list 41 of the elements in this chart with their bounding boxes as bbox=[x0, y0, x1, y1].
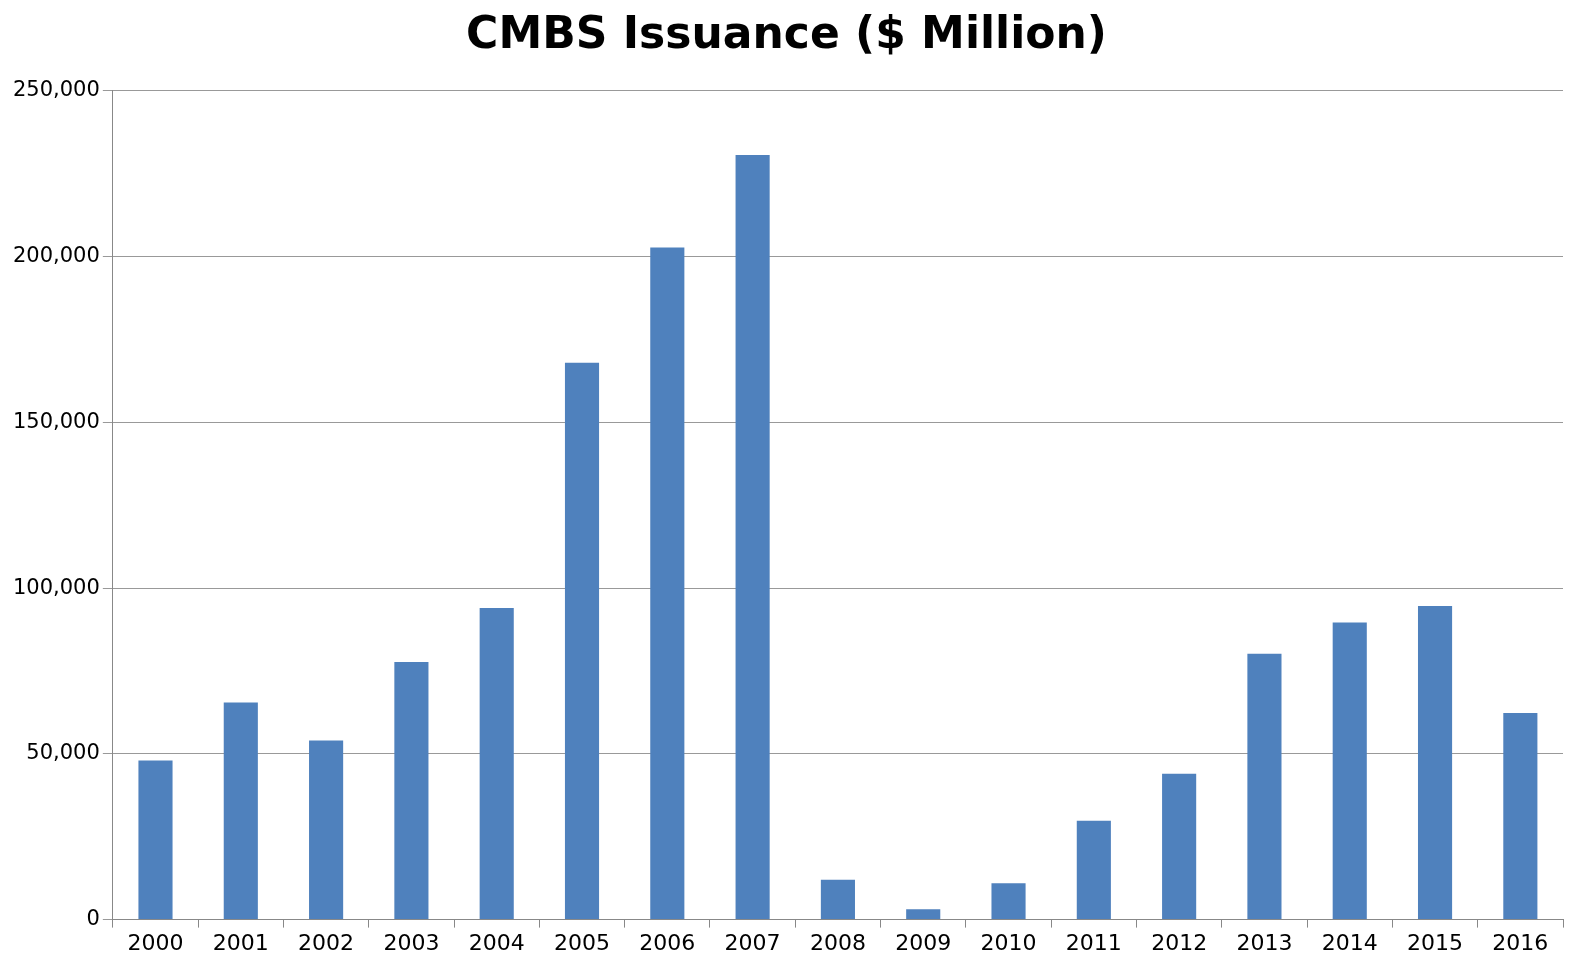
x-tick-label: 2001 bbox=[212, 929, 269, 955]
bar bbox=[309, 740, 344, 920]
x-tick-label: 2014 bbox=[1321, 929, 1378, 955]
x-tick-label: 2016 bbox=[1492, 929, 1549, 955]
bar bbox=[479, 607, 514, 920]
bar bbox=[735, 155, 770, 920]
y-tick-label: 200,000 bbox=[13, 243, 100, 268]
bar bbox=[991, 883, 1026, 920]
x-tick-label: 2002 bbox=[298, 929, 355, 955]
x-tick-label: 2004 bbox=[468, 929, 525, 955]
bar bbox=[138, 760, 173, 920]
y-tick-label: 150,000 bbox=[13, 408, 100, 433]
x-tick-label: 2000 bbox=[127, 929, 184, 955]
bar bbox=[906, 909, 941, 920]
y-tick-label: 50,000 bbox=[26, 740, 100, 765]
bar bbox=[1417, 605, 1453, 920]
bar bbox=[1332, 622, 1367, 920]
x-tick-label: 2010 bbox=[980, 929, 1037, 955]
bar bbox=[1162, 773, 1197, 920]
chart-title: CMBS Issuance ($ Million) bbox=[466, 6, 1107, 58]
bar bbox=[1247, 653, 1282, 920]
bar bbox=[1503, 713, 1538, 920]
bar bbox=[650, 247, 685, 920]
x-tick-label: 2009 bbox=[895, 929, 952, 955]
x-tick-label: 2005 bbox=[554, 929, 611, 955]
x-tick-label: 2003 bbox=[383, 929, 440, 955]
bar bbox=[223, 702, 258, 920]
x-tick-label: 2013 bbox=[1236, 929, 1293, 955]
x-tick-label: 2012 bbox=[1151, 929, 1208, 955]
y-tick-label: 100,000 bbox=[13, 574, 100, 599]
bar bbox=[820, 879, 855, 920]
x-tick-label: 2006 bbox=[639, 929, 696, 955]
x-tick-label: 2011 bbox=[1065, 929, 1122, 955]
x-tick-label: 2015 bbox=[1407, 929, 1464, 955]
bar bbox=[394, 662, 429, 920]
y-tick-label: 0 bbox=[86, 906, 100, 931]
bar bbox=[1076, 820, 1111, 920]
x-tick-label: 2008 bbox=[809, 929, 866, 955]
y-tick-label: 250,000 bbox=[13, 77, 100, 102]
x-tick-label: 2007 bbox=[724, 929, 781, 955]
bar bbox=[564, 362, 600, 920]
